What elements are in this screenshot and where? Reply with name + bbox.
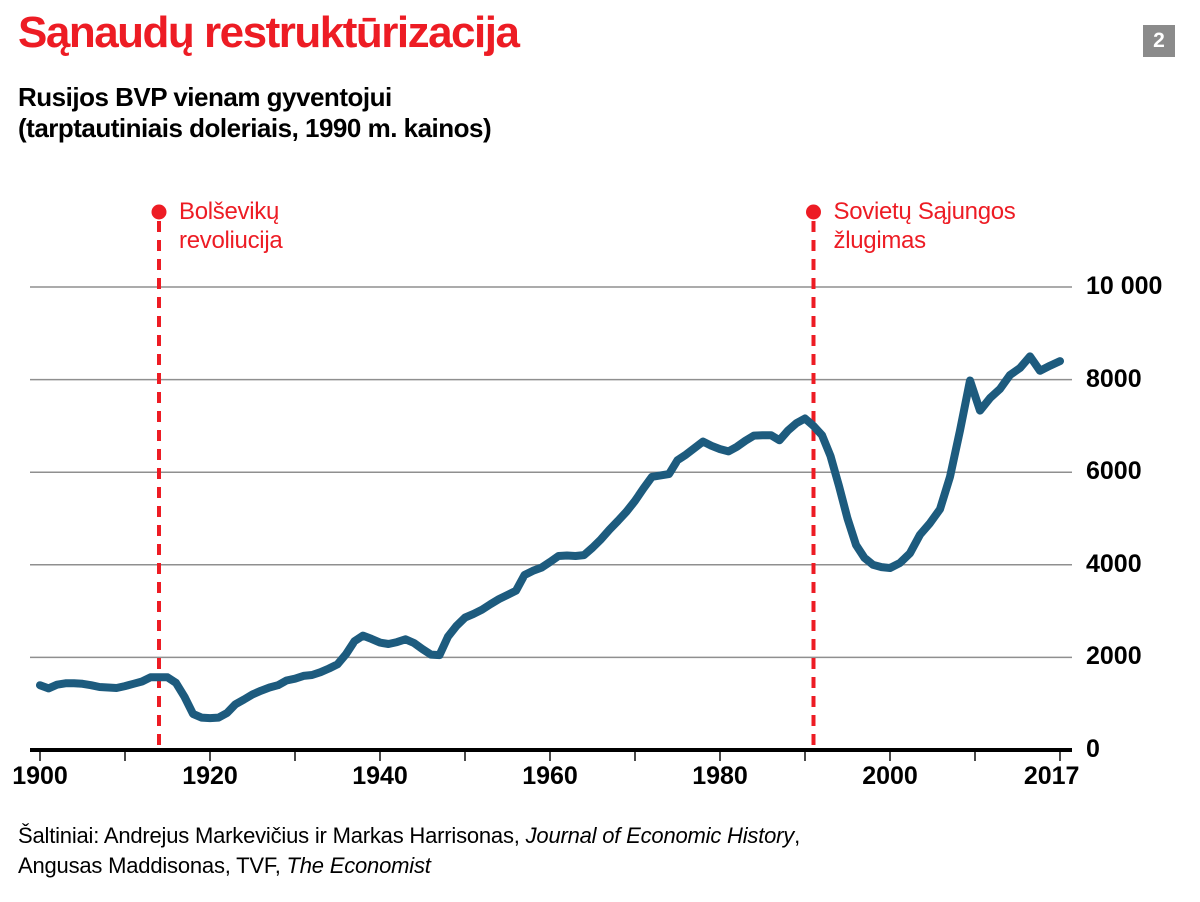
x-tick-label: 2000 (862, 762, 918, 790)
x-tick-label: 2017 (1023, 762, 1080, 790)
y-tick-label: 2000 (1086, 642, 1142, 671)
x-tick-label: 1960 (522, 762, 578, 790)
event-annotation-line: revoliucija (179, 227, 283, 254)
source-note: Šaltiniai: Andrejus Markevičius ir Marka… (18, 821, 800, 881)
source-line2: Angusas Maddisonas, TVF, The Economist (18, 853, 431, 878)
y-tick-label: 4000 (1086, 549, 1142, 578)
gdp-line (36, 352, 1064, 723)
x-tick-label: 1900 (12, 762, 68, 790)
event-annotation-line: žlugimas (833, 227, 927, 254)
chart-subtitle-line1: Rusijos BVP vienam gyventojui (18, 82, 392, 112)
y-tick-label: 0 (1086, 734, 1100, 763)
event-marker-dot (806, 204, 821, 220)
x-tick-label: 1940 (352, 762, 408, 790)
y-tick-label: 8000 (1086, 364, 1142, 393)
event-annotation-line: Sovietų Sąjungos (833, 198, 1016, 225)
y-tick-label: 6000 (1086, 457, 1142, 486)
chart-subtitle-line2: (tarptautiniais doleriais, 1990 m. kaino… (18, 113, 492, 143)
event-annotation-line: Bolševikų (179, 198, 280, 225)
event-annotation: Sovietų Sąjungos žlugimas (834, 197, 1016, 255)
index-badge: 2 (1143, 25, 1175, 57)
source-line1: Šaltiniai: Andrejus Markevičius ir Marka… (18, 823, 801, 848)
chart-subtitle: Rusijos BVP vienam gyventojui (tarptauti… (18, 82, 492, 144)
x-tick-label: 1980 (692, 762, 748, 790)
event-annotation: Bolševikų revoliucija (179, 197, 283, 255)
event-marker-dot (151, 204, 167, 220)
y-tick-label: 10 000 (1086, 271, 1163, 300)
page-title: Sąnaudų restruktūrizacija (18, 8, 520, 57)
x-tick-label: 1920 (182, 762, 238, 790)
